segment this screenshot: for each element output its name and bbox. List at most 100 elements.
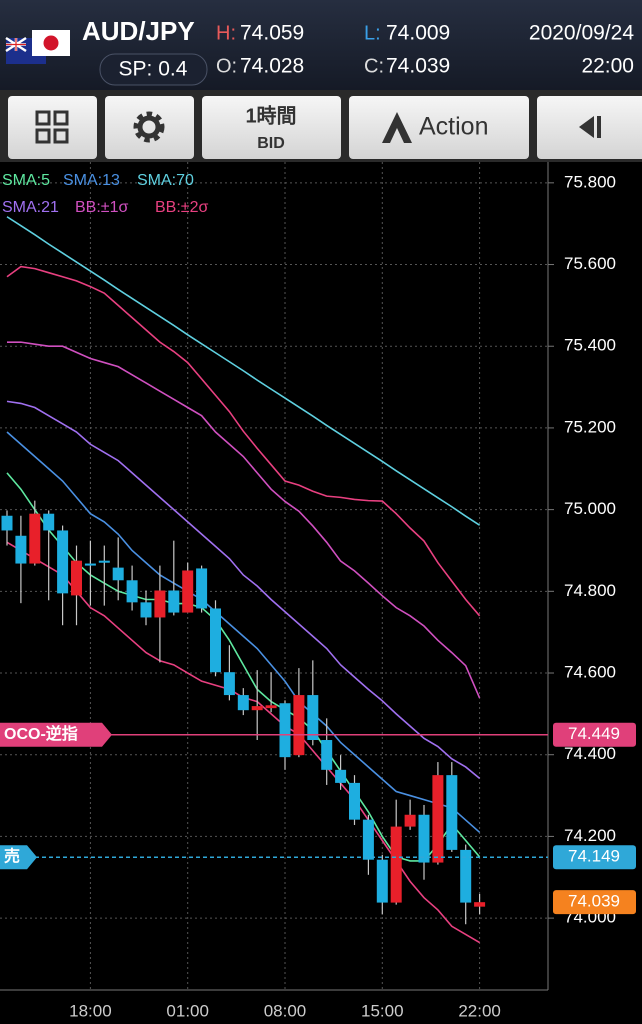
candle-body <box>223 672 235 696</box>
candle-body <box>307 695 319 741</box>
y-tick-label: 75.200 <box>564 417 616 436</box>
action-icon <box>382 112 412 143</box>
button[interactable] <box>349 96 529 159</box>
order-tag <box>0 722 112 747</box>
candle-body <box>404 814 416 827</box>
price-type: BID <box>257 135 285 152</box>
order-label: 売 <box>4 846 20 865</box>
x-axis-bg <box>0 991 642 1024</box>
candle-body <box>446 775 458 850</box>
candle-body <box>474 902 486 907</box>
btn-settings[interactable] <box>105 96 194 159</box>
legend-entry: SMA:5 <box>2 172 50 189</box>
spread-box <box>99 53 208 86</box>
legend-entry: SMA:70 <box>137 172 194 189</box>
close-label: C: <box>364 55 384 77</box>
action: Action <box>419 113 488 141</box>
legend-entry: SMA:21 <box>2 199 59 216</box>
y-tick-label: 74.800 <box>564 581 616 600</box>
gear-teeth <box>133 111 165 143</box>
high: 74.059 <box>240 22 304 45</box>
candle-body <box>29 513 41 564</box>
grid-icon <box>35 110 69 144</box>
open: 74.028 <box>240 55 304 78</box>
candle-body <box>57 530 69 594</box>
open-label: O: <box>216 55 237 77</box>
candle-body <box>43 513 55 531</box>
time: 22:00 <box>581 55 634 78</box>
timeframe: 1時間 <box>245 103 296 127</box>
candle-body <box>265 705 277 709</box>
btn-layout[interactable] <box>8 96 97 159</box>
y-tick-label: 74.600 <box>564 662 616 681</box>
x-tick-label: 15:00 <box>361 1001 404 1020</box>
candle-body <box>418 814 430 863</box>
price-label: 74.149 <box>568 847 620 866</box>
candle-body <box>349 782 360 820</box>
candle-body <box>140 602 152 618</box>
button[interactable] <box>202 96 341 159</box>
x-tick-label: 18:00 <box>69 1001 112 1020</box>
btn-timeframe[interactable]: 1時間 BID <box>202 96 341 159</box>
order-label: OCO-逆指 <box>4 724 78 743</box>
collapse-bar <box>597 116 601 138</box>
candle-body <box>84 563 96 566</box>
indicator-line <box>6 216 481 526</box>
candle-body <box>168 590 180 613</box>
x-tick-label: 08:00 <box>264 1001 307 1020</box>
price-tag <box>553 845 636 870</box>
low-label: L: <box>364 22 381 44</box>
btn-collapse[interactable] <box>537 96 642 159</box>
y-tick-label: 74.200 <box>564 826 616 845</box>
price-label: 74.449 <box>568 724 620 743</box>
y-tick-label: 75.000 <box>564 499 616 518</box>
high-label: H: <box>216 22 236 44</box>
candle-body <box>460 849 472 903</box>
candle-body <box>390 826 402 903</box>
y-tick-label: 75.600 <box>564 254 616 273</box>
au-cross <box>6 38 26 51</box>
candle-body <box>321 740 333 770</box>
candle-body <box>196 568 208 609</box>
symbol: AUD/JPY <box>82 16 195 46</box>
candle-body <box>210 608 221 673</box>
candle-body <box>335 769 347 783</box>
x-tick-label: 22:00 <box>458 1001 501 1020</box>
low: 74.009 <box>386 22 450 45</box>
candle-body <box>98 560 110 563</box>
indicator-line <box>7 341 481 699</box>
legend-entry: BB:±1σ <box>75 199 128 216</box>
candle-body <box>293 695 305 756</box>
candle-body <box>376 859 388 903</box>
gear-icon <box>137 115 161 139</box>
x-tick-label: 01:00 <box>166 1001 209 1020</box>
candle-body <box>71 560 82 596</box>
date: 2020/09/24 <box>529 22 634 45</box>
candle-body <box>112 567 124 581</box>
indicator-line <box>6 400 481 780</box>
btn-action[interactable]: Action <box>349 96 529 159</box>
legend-entry: BB:±2σ <box>155 199 208 216</box>
button[interactable] <box>8 96 97 159</box>
current-price-tag <box>553 890 636 915</box>
candle-body <box>154 590 166 618</box>
close: 74.039 <box>386 55 450 78</box>
candle-body <box>1 515 13 531</box>
jp-sun <box>43 35 59 51</box>
candle-body <box>362 819 374 860</box>
spread: SP: 0.4 <box>119 58 188 81</box>
candle-body <box>126 580 138 603</box>
button[interactable] <box>105 96 194 159</box>
indicator-line <box>6 431 481 833</box>
order-tag <box>0 845 37 870</box>
candle-body <box>15 535 27 564</box>
indicator-line <box>6 265 481 617</box>
candle-body <box>237 695 249 711</box>
price-tag <box>553 722 636 747</box>
candle-body <box>432 775 444 863</box>
collapse-icon <box>579 116 594 138</box>
legend-entry: SMA:13 <box>63 172 120 189</box>
candle-body <box>251 706 263 711</box>
